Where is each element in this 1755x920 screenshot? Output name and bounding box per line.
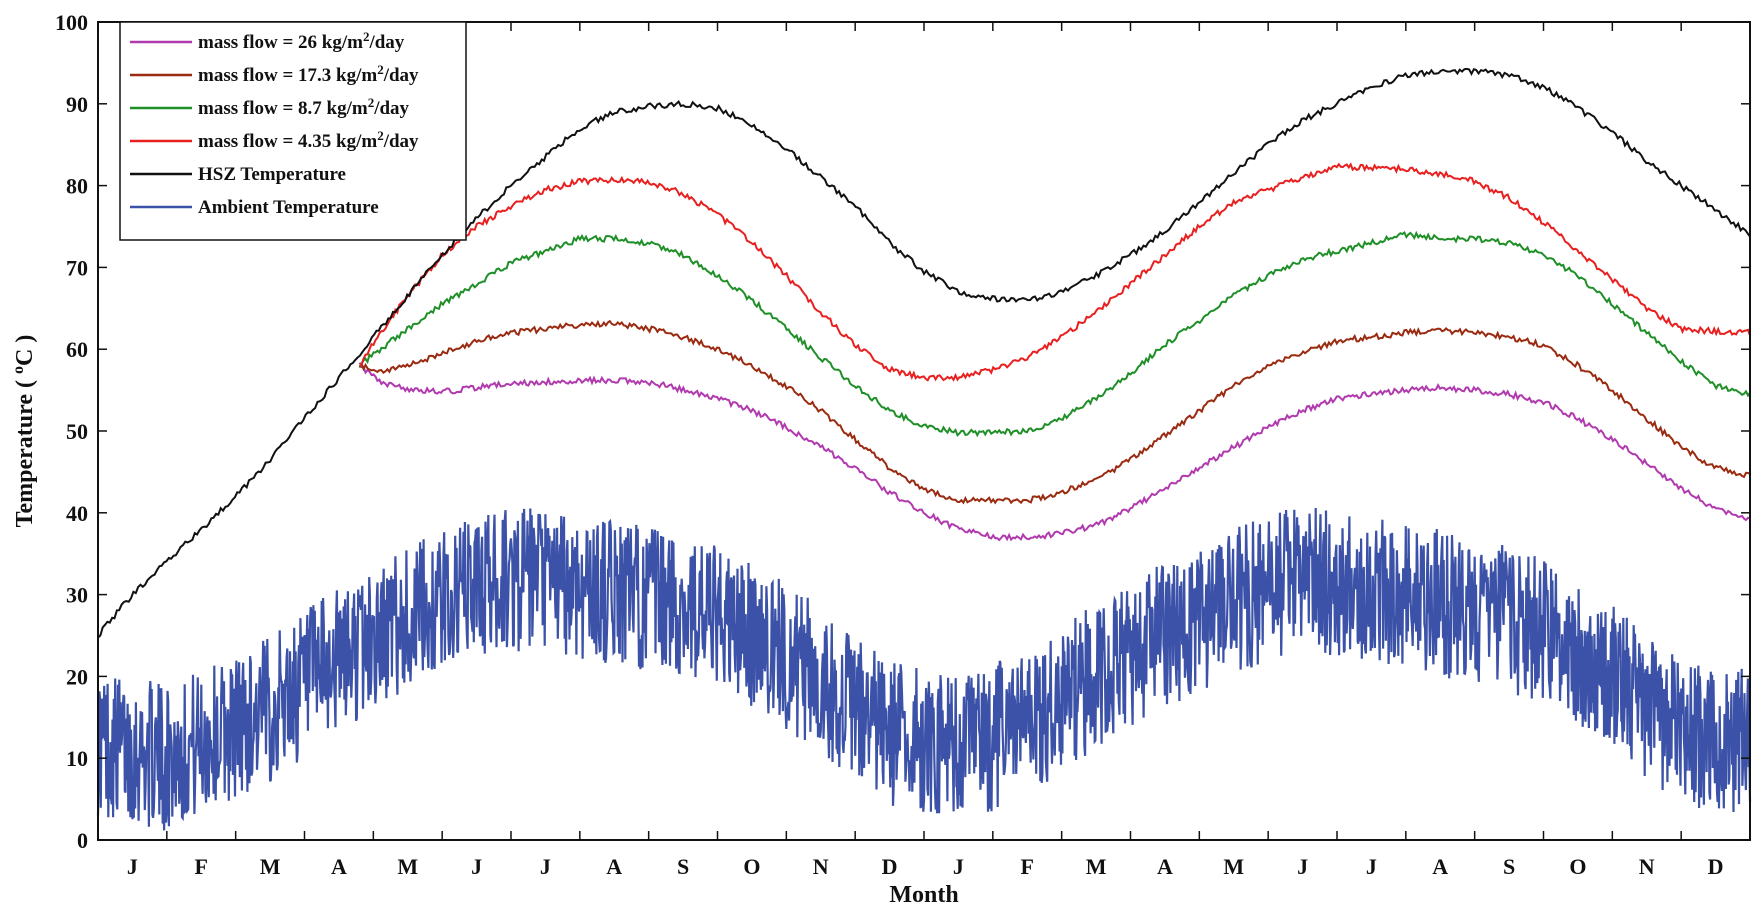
x-tick-label: M (397, 854, 418, 879)
y-tick-label: 100 (55, 10, 88, 35)
x-tick-label: A (606, 854, 622, 879)
series-line-1 (358, 319, 1751, 505)
x-tick-label: M (260, 854, 281, 879)
legend-label-suffix: /day (368, 32, 404, 53)
x-tick-label: J (127, 854, 138, 879)
series-line-ambient-temperature (96, 507, 1752, 831)
x-tick-label: D (882, 854, 898, 879)
legend-label-suffix: /day (383, 65, 419, 86)
legend-label: mass flow = 8.7 kg/m2/day (198, 95, 410, 119)
x-tick-label: J (540, 854, 551, 879)
y-axis-title-superscript: o (10, 366, 27, 374)
series-line-4 (97, 67, 1751, 639)
y-tick-label: 0 (77, 828, 88, 853)
legend-label: mass flow = 17.3 kg/m2/day (198, 62, 419, 86)
y-tick-label: 90 (66, 92, 88, 117)
y-tick-label: 10 (66, 746, 88, 771)
legend-label-superscript: 2 (368, 95, 375, 110)
legend-label-text: Ambient Temperature (198, 197, 379, 218)
legend-label-text: HSZ Temperature (198, 164, 346, 185)
series-line-0 (358, 362, 1751, 542)
y-tick-label: 40 (66, 501, 88, 526)
x-tick-label: J (1366, 854, 1377, 879)
x-tick-label: F (195, 854, 208, 879)
y-axis-title: Temperature ( oC ) (10, 335, 38, 528)
y-tick-label: 80 (66, 174, 88, 199)
x-tick-label: O (1569, 854, 1586, 879)
x-tick-label: M (1223, 854, 1244, 879)
legend-label: mass flow = 26 kg/m2/day (198, 29, 405, 53)
legend-label-text: mass flow = 4.35 kg/m (198, 131, 377, 152)
series-layer (96, 67, 1752, 831)
series-line-3 (358, 162, 1751, 382)
y-tick-label: 30 (66, 583, 88, 608)
x-tick-label: A (1157, 854, 1173, 879)
legend-label-text: mass flow = 8.7 kg/m (198, 98, 368, 119)
legend-label-suffix: /day (373, 98, 409, 119)
x-tick-label: D (1708, 854, 1724, 879)
x-tick-label: S (1503, 854, 1515, 879)
legend-label-text: mass flow = 17.3 kg/m (198, 65, 377, 86)
legend-label-superscript: 2 (363, 29, 370, 44)
x-tick-label: N (813, 854, 829, 879)
y-tick-label: 60 (66, 337, 88, 362)
x-tick-label: M (1086, 854, 1107, 879)
x-tick-label: A (331, 854, 347, 879)
x-tick-label: A (1432, 854, 1448, 879)
axes-layer: 0 10 20 30 40 50 60 70 80 90 100 J F M A M J J A S O N D J F M A M J… (55, 10, 1751, 879)
legend-label-text: mass flow = 26 kg/m (198, 32, 363, 53)
x-tick-label: J (953, 854, 964, 879)
x-tick-label: F (1021, 854, 1034, 879)
legend-label: mass flow = 4.35 kg/m2/day (198, 128, 419, 152)
legend-label: HSZ Temperature (198, 164, 346, 185)
y-tick-label: 50 (66, 419, 88, 444)
y-tick-label: 70 (66, 255, 88, 280)
legend-box (119, 21, 467, 241)
series-line-2 (358, 230, 1751, 438)
x-tick-label: S (677, 854, 689, 879)
legend-label-suffix: /day (383, 131, 419, 152)
legend-label-superscript: 2 (377, 62, 384, 77)
y-tick-label: 20 (66, 664, 88, 689)
x-axis-title: Month (889, 882, 958, 908)
legend-label-superscript: 2 (377, 128, 384, 143)
legend-label: Ambient Temperature (198, 197, 379, 218)
x-tick-label: J (471, 854, 482, 879)
x-tick-label: O (743, 854, 760, 879)
x-tick-label: N (1639, 854, 1655, 879)
x-tick-label: J (1297, 854, 1308, 879)
